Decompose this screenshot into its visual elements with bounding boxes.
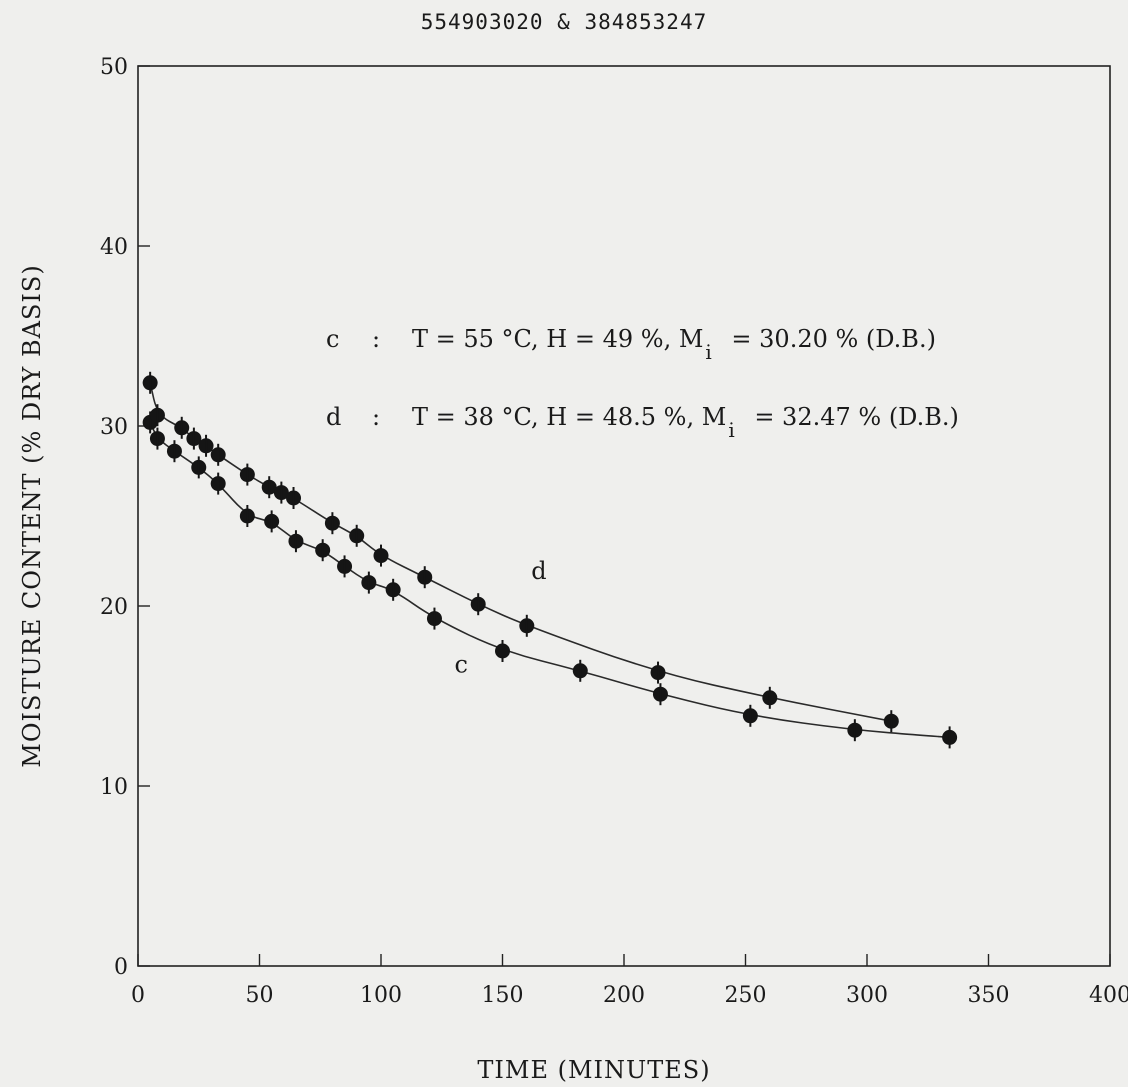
x-tick-label: 150 [482,983,524,1008]
x-axis-label: TIME (MINUTES) [477,1056,710,1084]
y-tick-label: 30 [100,415,128,440]
x-tick-label: 100 [360,983,402,1008]
legend-key: d [326,403,341,431]
legend-subscript: i [728,418,734,442]
curve-label-d: d [531,557,546,585]
x-tick-label: 300 [846,983,888,1008]
x-tick-label: 250 [725,983,767,1008]
series-line-c [149,422,950,739]
x-tick-label: 0 [131,983,145,1008]
legend-subscript: i [705,340,711,364]
y-tick-label: 50 [100,55,128,80]
legend-sep: : [372,403,380,431]
header-ids: 554903020 & 384853247 [420,10,708,34]
legend-key: c [326,325,339,353]
y-axis-label: MOISTURE CONTENT (% DRY BASIS) [18,264,46,767]
plot-frame [137,65,1111,967]
x-tick-label: 400 [1089,983,1128,1008]
x-tick-label: 200 [603,983,645,1008]
legend-tail: = 30.20 % (D.B.) [731,325,936,353]
x-tick-label: 350 [968,983,1010,1008]
legend-tail: = 32.47 % (D.B.) [754,403,959,431]
y-tick-label: 0 [114,955,128,980]
legend-sep: : [372,325,380,353]
legend-conditions: T = 38 °C, H = 48.5 %, M [412,403,726,431]
x-tick-label: 50 [246,983,274,1008]
legend-conditions: T = 55 °C, H = 49 %, M [412,325,703,353]
y-tick-label: 40 [100,235,128,260]
curve-label-c: c [454,651,467,679]
series-line-d [149,382,892,722]
y-tick-label: 10 [100,775,128,800]
y-tick-label: 20 [100,595,128,620]
